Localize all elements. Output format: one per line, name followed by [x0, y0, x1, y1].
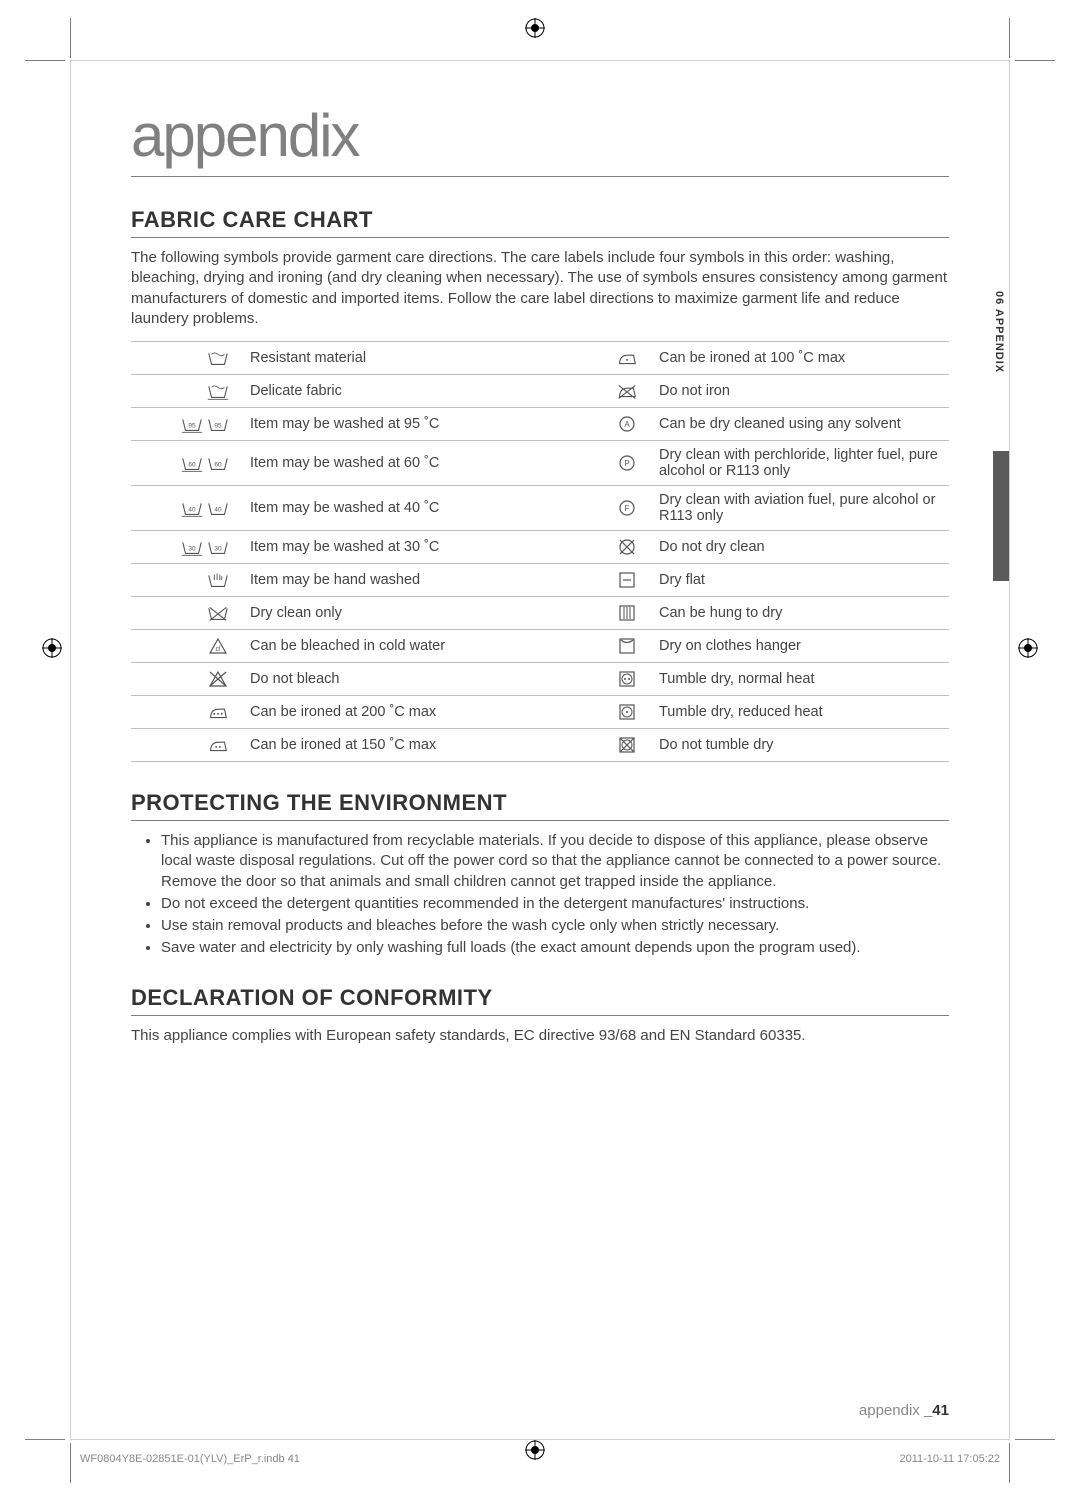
care-symbol-icon	[131, 342, 242, 375]
footer-section: appendix	[859, 1402, 920, 1419]
fabric-care-table: Resistant material Can be ironed at 100 ˚…	[131, 341, 949, 762]
meta-footer: WF0804Y8E-02851E-01(YLV)_ErP_r.indb 41 2…	[80, 1453, 1000, 1465]
care-row: 30 30 Item may be washed at 30 ˚C Do not dr…	[131, 531, 949, 564]
care-row: Resistant material Can be ironed at 100 ˚…	[131, 342, 949, 375]
care-symbol-icon	[540, 531, 651, 564]
care-desc: Tumble dry, reduced heat	[651, 696, 949, 729]
registration-mark-icon	[1018, 638, 1038, 658]
svg-text:40: 40	[214, 507, 222, 514]
care-symbol-icon: 40 40	[131, 486, 242, 531]
environment-item: Save water and electricity by only washi…	[161, 938, 949, 958]
meta-timestamp: 2011-10-11 17:05:22	[899, 1453, 1000, 1465]
svg-text:A: A	[624, 420, 630, 429]
side-tab: 06 APPENDIX	[983, 291, 1009, 571]
care-symbol-icon	[540, 342, 651, 375]
care-row: Can be ironed at 200 ˚C max Tumble dry, r…	[131, 696, 949, 729]
environment-list: This appliance is manufactured from recy…	[131, 831, 949, 959]
svg-text:95: 95	[188, 423, 196, 430]
meta-file: WF0804Y8E-02851E-01(YLV)_ErP_r.indb 41	[80, 1453, 300, 1465]
environment-item: This appliance is manufactured from recy…	[161, 831, 949, 892]
care-symbol-icon	[540, 597, 651, 630]
care-symbol-icon: 30 30	[131, 531, 242, 564]
care-row: Item may be hand washed Dry flat	[131, 564, 949, 597]
side-tab-label: 06 APPENDIX	[993, 291, 1005, 373]
care-row: 60 60 Item may be washed at 60 ˚C P Dry clea…	[131, 441, 949, 486]
svg-text:30: 30	[188, 546, 196, 553]
care-desc: Item may be washed at 60 ˚C	[242, 441, 540, 486]
care-symbol-icon	[131, 696, 242, 729]
conformity-text: This appliance complies with European sa…	[131, 1026, 949, 1046]
care-symbol-icon	[540, 663, 651, 696]
care-symbol-icon	[540, 729, 651, 762]
care-desc: Can be ironed at 100 ˚C max	[651, 342, 949, 375]
fabric-intro: The following symbols provide garment ca…	[131, 248, 949, 329]
care-desc: Item may be hand washed	[242, 564, 540, 597]
care-symbol-icon	[540, 630, 651, 663]
care-symbol-icon	[131, 375, 242, 408]
care-row: 95 95 Item may be washed at 95 ˚C A Can be d…	[131, 408, 949, 441]
care-desc: Do not bleach	[242, 663, 540, 696]
care-symbol-icon: 60 60	[131, 441, 242, 486]
main-title: appendix	[131, 101, 949, 177]
care-row: Dry clean only Can be hung to dry	[131, 597, 949, 630]
care-symbol-icon: 95 95	[131, 408, 242, 441]
care-desc: Delicate fabric	[242, 375, 540, 408]
environment-item: Use stain removal products and bleaches …	[161, 916, 949, 936]
care-desc: Do not tumble dry	[651, 729, 949, 762]
care-desc: Do not dry clean	[651, 531, 949, 564]
care-row: cl Can be bleached in cold water Dry on cl…	[131, 630, 949, 663]
care-desc: Tumble dry, normal heat	[651, 663, 949, 696]
care-desc: Do not iron	[651, 375, 949, 408]
care-desc: Dry on clothes hanger	[651, 630, 949, 663]
care-row: Can be ironed at 150 ˚C max Do not tumble…	[131, 729, 949, 762]
conformity-heading: DECLARATION OF CONFORMITY	[131, 985, 949, 1016]
care-desc: Can be ironed at 150 ˚C max	[242, 729, 540, 762]
svg-text:60: 60	[214, 462, 222, 469]
svg-text:60: 60	[188, 462, 196, 469]
care-desc: Item may be washed at 95 ˚C	[242, 408, 540, 441]
page-content: appendix FABRIC CARE CHART The following…	[70, 60, 1010, 1440]
care-row: Do not bleach Tumble dry, normal heat	[131, 663, 949, 696]
registration-mark-icon	[525, 18, 545, 38]
registration-mark-icon	[42, 638, 62, 658]
svg-text:30: 30	[214, 546, 222, 553]
svg-text:40: 40	[188, 507, 196, 514]
environment-heading: PROTECTING THE ENVIRONMENT	[131, 790, 949, 821]
care-row: Delicate fabric Do not iron	[131, 375, 949, 408]
care-desc: Item may be washed at 40 ˚C	[242, 486, 540, 531]
care-desc: Dry clean only	[242, 597, 540, 630]
svg-text:cl: cl	[215, 646, 221, 653]
environment-item: Do not exceed the detergent quantities r…	[161, 894, 949, 914]
care-symbol-icon	[131, 564, 242, 597]
care-symbol-icon	[131, 729, 242, 762]
svg-text:95: 95	[214, 423, 222, 430]
care-desc: Can be bleached in cold water	[242, 630, 540, 663]
care-symbol-icon	[540, 564, 651, 597]
svg-text:F: F	[625, 504, 630, 513]
care-desc: Can be hung to dry	[651, 597, 949, 630]
care-desc: Dry flat	[651, 564, 949, 597]
care-desc: Can be dry cleaned using any solvent	[651, 408, 949, 441]
care-desc: Dry clean with aviation fuel, pure alcoh…	[651, 486, 949, 531]
care-desc: Resistant material	[242, 342, 540, 375]
care-symbol-icon	[540, 375, 651, 408]
care-symbol-icon: cl	[131, 630, 242, 663]
side-tab-bar	[993, 451, 1009, 581]
care-row: 40 40 Item may be washed at 40 ˚C F Dry clea…	[131, 486, 949, 531]
care-symbol-icon	[131, 663, 242, 696]
care-symbol-icon: A	[540, 408, 651, 441]
care-desc: Dry clean with perchloride, lighter fuel…	[651, 441, 949, 486]
care-symbol-icon: P	[540, 441, 651, 486]
fabric-heading: FABRIC CARE CHART	[131, 207, 949, 238]
svg-text:P: P	[624, 459, 629, 468]
care-symbol-icon	[131, 597, 242, 630]
footer-page: _41	[924, 1402, 949, 1419]
page-footer: appendix _41	[859, 1402, 949, 1419]
care-desc: Can be ironed at 200 ˚C max	[242, 696, 540, 729]
care-symbol-icon: F	[540, 486, 651, 531]
care-symbol-icon	[540, 696, 651, 729]
care-desc: Item may be washed at 30 ˚C	[242, 531, 540, 564]
